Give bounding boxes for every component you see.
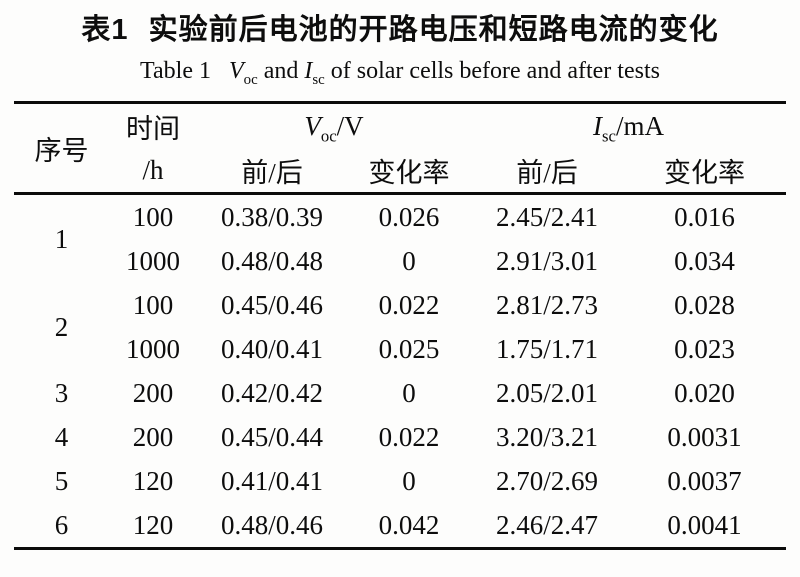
cell-isc: 3.20/3.21: [495, 421, 598, 452]
cell-isc-rate: 0.0037: [667, 465, 742, 496]
voc-symbol: V: [228, 58, 244, 84]
cell-voc-rate: 0: [402, 465, 416, 496]
header-isc-symbol: I: [593, 110, 603, 141]
header-voc-symbol: V: [304, 110, 321, 141]
cell-serial: 3: [54, 377, 69, 408]
cell-isc: 2.91/3.01: [495, 245, 598, 276]
caption-and: and: [263, 58, 299, 84]
cell-voc: 0.48/0.46: [220, 509, 323, 540]
cell-voc-rate: 0.042: [378, 509, 440, 540]
isc-subscript: sc: [312, 71, 325, 88]
cell-voc: 0.45/0.46: [220, 289, 323, 320]
cell-serial: 6: [54, 509, 69, 540]
header-time-unit: /h: [142, 154, 164, 185]
cell-voc-rate: 0: [402, 377, 416, 408]
cell-isc-rate: 0.016: [674, 201, 735, 232]
table-row: 6 120 0.48/0.46 0.042 2.46/2.47 0.0041: [14, 503, 786, 549]
cell-voc-rate: 0: [402, 245, 416, 276]
cell-isc-rate: 0.034: [674, 245, 735, 276]
cell-serial: 4: [54, 421, 69, 452]
header-row-top: 序号 时间 Voc/V Isc/mA: [14, 103, 786, 166]
header-voc-group: Voc/V: [197, 103, 471, 149]
header-isc-before-after: 前/后: [516, 157, 578, 188]
table-row: 5 120 0.41/0.41 0 2.70/2.69 0.0037: [14, 459, 786, 503]
cell-isc: 2.46/2.47: [495, 509, 598, 540]
cell-time: 200: [132, 421, 174, 452]
cell-time: 100: [132, 201, 174, 232]
cell-voc-rate: 0.026: [378, 201, 440, 232]
header-serial: 序号: [34, 135, 89, 166]
cell-voc-rate: 0.022: [378, 421, 440, 452]
header-voc-before-after: 前/后: [241, 157, 303, 188]
cell-serial: 1: [54, 223, 69, 254]
table-row: 2 100 0.45/0.46 0.022 2.81/2.73 0.028: [14, 283, 786, 342]
cell-time: 200: [132, 377, 174, 408]
cell-voc-rate: 0.022: [378, 289, 440, 320]
isc-symbol: I: [304, 58, 313, 84]
cell-time: 1000: [125, 333, 180, 364]
cell-voc: 0.48/0.48: [220, 245, 323, 276]
cell-isc: 2.81/2.73: [495, 289, 598, 320]
table-title-chinese: 表1 实验前后电池的开路电压和短路电流的变化: [0, 10, 800, 50]
cell-isc-rate: 0.023: [674, 333, 735, 364]
caption-rest: of solar cells before and after tests: [330, 58, 660, 84]
cell-voc: 0.41/0.41: [220, 465, 323, 496]
cell-time: 120: [132, 465, 174, 496]
cell-voc: 0.42/0.42: [220, 377, 323, 408]
cell-isc: 2.05/2.01: [495, 377, 598, 408]
table-row: 4 200 0.45/0.44 0.022 3.20/3.21 0.0031: [14, 415, 786, 459]
cell-isc: 1.75/1.71: [495, 333, 598, 364]
cell-serial: 5: [54, 465, 69, 496]
cell-time: 100: [132, 289, 174, 320]
cell-isc: 2.45/2.41: [495, 201, 598, 232]
cell-serial: 2: [54, 311, 69, 342]
header-time-label: 时间: [125, 113, 180, 144]
cell-isc-rate: 0.0041: [667, 509, 742, 540]
table-title-text-zh: 实验前后电池的开路电压和短路电流的变化: [148, 14, 719, 46]
table-number-en: Table 1: [140, 58, 211, 84]
header-voc-subscript: oc: [320, 125, 337, 145]
table-row: 1 100 0.38/0.39 0.026 2.45/2.41 0.016: [14, 194, 786, 254]
cell-voc-rate: 0.025: [378, 333, 440, 364]
table-row: 1000 0.48/0.48 0 2.91/3.01 0.034: [14, 239, 786, 283]
header-voc-change-rate: 变化率: [368, 157, 450, 188]
header-isc-subscript: sc: [602, 125, 616, 145]
cell-voc: 0.38/0.39: [220, 201, 323, 232]
cell-time: 1000: [125, 245, 180, 276]
results-table: 序号 时间 Voc/V Isc/mA /h 前/后 变化率 前/后 变化率 1 …: [13, 101, 786, 550]
cell-isc: 2.70/2.69: [495, 465, 598, 496]
header-row-bottom: /h 前/后 变化率 前/后 变化率: [14, 148, 786, 194]
table-row: 1000 0.40/0.41 0.025 1.75/1.71 0.023: [14, 327, 786, 371]
cell-voc: 0.45/0.44: [220, 421, 323, 452]
table-header: 序号 时间 Voc/V Isc/mA /h 前/后 变化率 前/后 变化率: [13, 103, 786, 194]
table-number-zh: 表1: [81, 14, 129, 46]
cell-voc: 0.40/0.41: [220, 333, 323, 364]
header-isc-unit: /mA: [615, 110, 664, 141]
table-title-english: Table 1 Voc and Isc of solar cells before…: [0, 54, 800, 88]
header-voc-unit: /V: [336, 110, 364, 141]
voc-subscript: oc: [243, 71, 258, 88]
table-row: 3 200 0.42/0.42 0 2.05/2.01 0.020: [14, 371, 786, 415]
header-isc-change-rate: 变化率: [664, 157, 745, 188]
table-body: 1 100 0.38/0.39 0.026 2.45/2.41 0.016 10…: [14, 194, 786, 549]
cell-isc-rate: 0.0031: [667, 421, 742, 452]
cell-time: 120: [132, 509, 174, 540]
header-isc-group: Isc/mA: [471, 103, 786, 149]
cell-isc-rate: 0.028: [674, 289, 735, 320]
cell-isc-rate: 0.020: [674, 377, 735, 408]
